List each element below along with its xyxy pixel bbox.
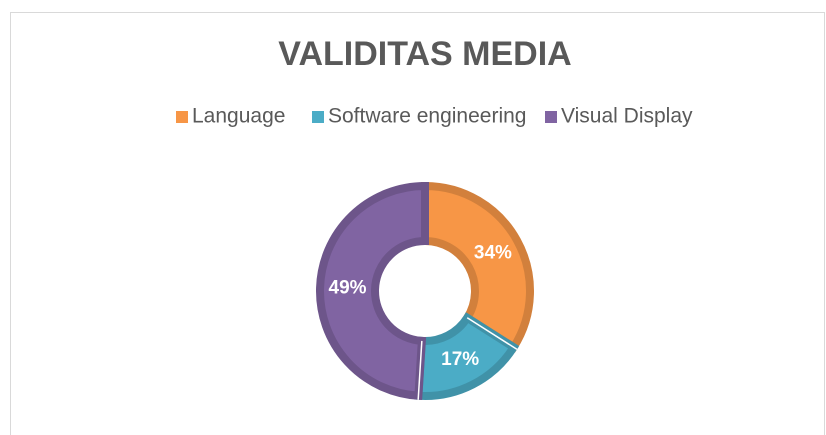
legend-swatch (545, 111, 557, 123)
legend-label: Visual Display (561, 105, 693, 128)
data-label: 34% (474, 243, 512, 264)
chart-title: VALIDITAS MEDIA (278, 35, 571, 73)
legend-label: Software engineering (328, 105, 526, 128)
data-label: 49% (329, 278, 367, 299)
legend-label: Language (192, 105, 285, 128)
segment-edge (466, 317, 518, 351)
legend-swatch (176, 111, 188, 123)
donut-segment (316, 181, 429, 401)
donut-segment (421, 181, 534, 353)
segment-edge (417, 340, 423, 400)
legend-swatch (312, 111, 324, 123)
data-label: 17% (441, 349, 479, 370)
